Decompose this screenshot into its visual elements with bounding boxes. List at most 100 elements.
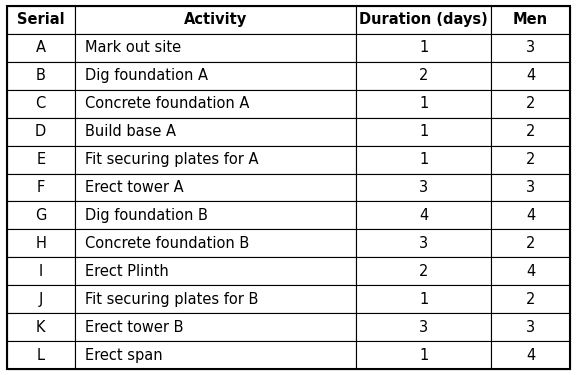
Text: B: B bbox=[36, 68, 46, 83]
Text: Activity: Activity bbox=[183, 12, 247, 27]
Text: G: G bbox=[35, 208, 46, 223]
Text: 2: 2 bbox=[526, 152, 535, 167]
Bar bbox=[7, 146, 74, 174]
Text: Men: Men bbox=[513, 12, 548, 27]
Bar bbox=[356, 201, 491, 229]
Text: Concrete foundation B: Concrete foundation B bbox=[85, 236, 249, 251]
Bar bbox=[7, 117, 74, 146]
Bar bbox=[7, 201, 74, 229]
Text: 2: 2 bbox=[526, 96, 535, 111]
Bar bbox=[74, 201, 356, 229]
Text: 2: 2 bbox=[419, 264, 428, 279]
Text: 1: 1 bbox=[419, 96, 428, 111]
Text: 3: 3 bbox=[419, 236, 428, 251]
Bar bbox=[356, 34, 491, 62]
Text: Fit securing plates for A: Fit securing plates for A bbox=[85, 152, 258, 167]
Bar bbox=[356, 285, 491, 314]
Bar bbox=[491, 174, 570, 201]
Bar bbox=[356, 146, 491, 174]
Text: 3: 3 bbox=[526, 320, 535, 335]
Text: Build base A: Build base A bbox=[85, 124, 176, 139]
Text: 3: 3 bbox=[526, 40, 535, 55]
Text: 3: 3 bbox=[419, 320, 428, 335]
Bar bbox=[356, 62, 491, 90]
Bar bbox=[74, 34, 356, 62]
Bar bbox=[491, 6, 570, 34]
Text: C: C bbox=[36, 96, 46, 111]
Text: A: A bbox=[36, 40, 46, 55]
Bar bbox=[491, 34, 570, 62]
Text: 2: 2 bbox=[526, 124, 535, 139]
Bar bbox=[356, 314, 491, 341]
Bar bbox=[74, 117, 356, 146]
Text: H: H bbox=[35, 236, 46, 251]
Bar bbox=[356, 6, 491, 34]
Text: Erect span: Erect span bbox=[85, 348, 163, 363]
Bar bbox=[491, 285, 570, 314]
Bar bbox=[74, 174, 356, 201]
Text: K: K bbox=[36, 320, 46, 335]
Bar bbox=[74, 62, 356, 90]
Text: Dig foundation B: Dig foundation B bbox=[85, 208, 208, 223]
Bar bbox=[491, 146, 570, 174]
Bar bbox=[356, 258, 491, 285]
Text: E: E bbox=[36, 152, 45, 167]
Bar bbox=[7, 258, 74, 285]
Bar bbox=[74, 230, 356, 258]
Bar bbox=[7, 341, 74, 369]
Bar bbox=[7, 174, 74, 201]
Text: 4: 4 bbox=[526, 348, 535, 363]
Bar bbox=[74, 258, 356, 285]
Bar bbox=[74, 285, 356, 314]
Text: Fit securing plates for B: Fit securing plates for B bbox=[85, 292, 258, 307]
Bar bbox=[7, 34, 74, 62]
Bar bbox=[356, 117, 491, 146]
Text: Dig foundation A: Dig foundation A bbox=[85, 68, 208, 83]
Bar bbox=[74, 6, 356, 34]
Bar bbox=[491, 201, 570, 229]
Text: J: J bbox=[39, 292, 43, 307]
Bar bbox=[7, 62, 74, 90]
Bar bbox=[491, 90, 570, 117]
Bar bbox=[7, 230, 74, 258]
Bar bbox=[491, 230, 570, 258]
Text: 4: 4 bbox=[526, 264, 535, 279]
Text: D: D bbox=[35, 124, 46, 139]
Text: Serial: Serial bbox=[17, 12, 65, 27]
Text: F: F bbox=[36, 180, 45, 195]
Bar bbox=[74, 146, 356, 174]
Bar bbox=[491, 117, 570, 146]
Bar bbox=[74, 341, 356, 369]
Bar bbox=[7, 6, 74, 34]
Bar bbox=[356, 90, 491, 117]
Text: 2: 2 bbox=[526, 236, 535, 251]
Bar bbox=[7, 90, 74, 117]
Text: 1: 1 bbox=[419, 124, 428, 139]
Bar bbox=[74, 90, 356, 117]
Text: Erect tower B: Erect tower B bbox=[85, 320, 183, 335]
Bar bbox=[356, 230, 491, 258]
Text: Concrete foundation A: Concrete foundation A bbox=[85, 96, 249, 111]
Text: 4: 4 bbox=[419, 208, 428, 223]
Bar bbox=[491, 314, 570, 341]
Bar bbox=[356, 341, 491, 369]
Text: I: I bbox=[39, 264, 43, 279]
Text: 1: 1 bbox=[419, 152, 428, 167]
Text: 2: 2 bbox=[419, 68, 428, 83]
Bar bbox=[491, 62, 570, 90]
Text: L: L bbox=[37, 348, 44, 363]
Text: 2: 2 bbox=[526, 292, 535, 307]
Bar bbox=[7, 285, 74, 314]
Text: Duration (days): Duration (days) bbox=[359, 12, 488, 27]
Text: Erect Plinth: Erect Plinth bbox=[85, 264, 168, 279]
Text: 4: 4 bbox=[526, 208, 535, 223]
Bar bbox=[74, 314, 356, 341]
Bar bbox=[491, 341, 570, 369]
Text: 4: 4 bbox=[526, 68, 535, 83]
Text: 3: 3 bbox=[419, 180, 428, 195]
Text: Erect tower A: Erect tower A bbox=[85, 180, 183, 195]
Bar bbox=[356, 174, 491, 201]
Bar bbox=[491, 258, 570, 285]
Text: 1: 1 bbox=[419, 348, 428, 363]
Text: Mark out site: Mark out site bbox=[85, 40, 181, 55]
